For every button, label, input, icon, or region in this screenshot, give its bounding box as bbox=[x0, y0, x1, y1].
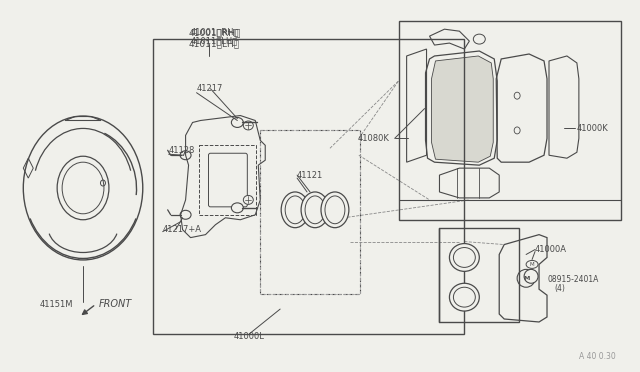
Text: 41121: 41121 bbox=[297, 171, 323, 180]
Text: 41128: 41128 bbox=[169, 146, 195, 155]
Ellipse shape bbox=[243, 195, 253, 204]
Circle shape bbox=[517, 269, 535, 287]
Polygon shape bbox=[431, 56, 493, 162]
Ellipse shape bbox=[232, 118, 243, 128]
Text: M: M bbox=[523, 276, 529, 281]
Text: 41000A: 41000A bbox=[535, 245, 567, 254]
Bar bbox=[440, 228, 519, 322]
Ellipse shape bbox=[526, 260, 538, 268]
Bar bbox=[153, 39, 465, 334]
Ellipse shape bbox=[232, 203, 243, 213]
Ellipse shape bbox=[281, 192, 309, 228]
Ellipse shape bbox=[474, 34, 485, 44]
Ellipse shape bbox=[449, 283, 479, 311]
Text: 41000L: 41000L bbox=[234, 332, 265, 341]
Text: FRONT: FRONT bbox=[99, 299, 132, 309]
Ellipse shape bbox=[180, 210, 191, 219]
Text: M: M bbox=[530, 262, 534, 267]
Text: 41001（RH）: 41001（RH） bbox=[188, 29, 241, 38]
Ellipse shape bbox=[180, 151, 191, 160]
Ellipse shape bbox=[301, 192, 329, 228]
Text: 41001（RH）: 41001（RH） bbox=[190, 28, 239, 37]
Text: 41217: 41217 bbox=[196, 84, 223, 93]
Ellipse shape bbox=[243, 121, 253, 130]
Circle shape bbox=[524, 269, 538, 283]
Text: 41080K: 41080K bbox=[358, 134, 390, 143]
Bar bbox=[260, 131, 360, 294]
Text: 41151M: 41151M bbox=[40, 299, 73, 309]
Text: 41000K: 41000K bbox=[577, 124, 609, 133]
Ellipse shape bbox=[449, 244, 479, 271]
Bar bbox=[399, 21, 621, 220]
Text: 41011（LH）: 41011（LH） bbox=[191, 36, 238, 46]
Text: 41217+A: 41217+A bbox=[163, 225, 202, 234]
Text: 41011（LH）: 41011（LH） bbox=[189, 39, 240, 49]
Text: A 40 0.30: A 40 0.30 bbox=[579, 352, 616, 361]
Text: 08915-2401A: 08915-2401A bbox=[547, 275, 598, 284]
Ellipse shape bbox=[321, 192, 349, 228]
Bar bbox=[198, 145, 256, 215]
Text: (4): (4) bbox=[554, 284, 565, 293]
Bar bbox=[260, 131, 360, 294]
